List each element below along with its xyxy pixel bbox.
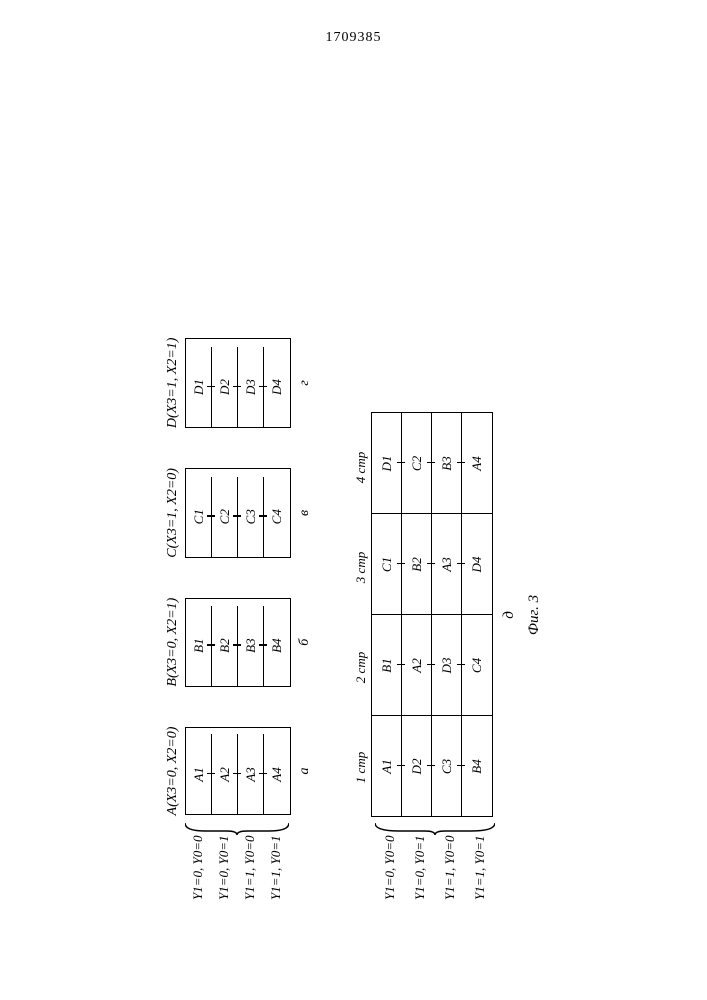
big-col: C1 B2 A3 D4	[372, 513, 492, 614]
small-table: D1 D2 D3 D4	[185, 338, 291, 428]
row-label: Y1=0, Y0=1	[405, 835, 435, 900]
cell: B1	[372, 615, 402, 715]
block-header: A(X3=0, X2=0)	[165, 727, 181, 816]
cell: A4	[462, 413, 492, 513]
row-label: Y1=1, Y0=0	[237, 835, 263, 900]
cell: D4	[462, 514, 492, 614]
page-number: 1709385	[326, 30, 382, 46]
block-d: D(X3=1, X2=1) D1 D2 D3 D4 г	[165, 338, 313, 428]
cell: B1	[186, 606, 212, 686]
cell: D4	[264, 347, 290, 427]
cell: B3	[238, 606, 264, 686]
cell: D1	[372, 413, 402, 513]
top-row-labels: Y1=0, Y0=0 Y1=0, Y0=1 Y1=1, Y0=0 Y1=1, Y…	[185, 835, 313, 900]
cell: B2	[402, 514, 432, 614]
sublabel: г	[297, 338, 313, 428]
brace-icon	[375, 821, 543, 835]
big-table-wrap: 1 стр 2 стр 3 стр 4 стр A1 D2 C3 B4 B1 A…	[353, 412, 543, 817]
cell: C4	[264, 477, 290, 557]
cell: D1	[186, 347, 212, 427]
big-col: D1 C2 B3 A4	[372, 413, 492, 513]
cell: D3	[432, 615, 462, 715]
cell: C1	[372, 514, 402, 614]
blocks-row: A(X3=0, X2=0) A1 A2 A3 A4 а B(X3=0, X2=1…	[165, 338, 313, 816]
col-header: 4 стр	[353, 417, 371, 517]
cell: A4	[264, 734, 290, 814]
cell: A2	[402, 615, 432, 715]
brace-icon	[185, 821, 313, 835]
cell: C4	[462, 615, 492, 715]
row-label: Y1=1, Y0=1	[465, 835, 495, 900]
cell: B4	[462, 716, 492, 816]
sublabel: д	[501, 412, 518, 817]
block-a: A(X3=0, X2=0) A1 A2 A3 A4 а	[165, 727, 313, 816]
cell: B4	[264, 606, 290, 686]
sublabel: б	[297, 598, 313, 687]
cell: D2	[212, 347, 238, 427]
cell: A3	[238, 734, 264, 814]
cell: C2	[402, 413, 432, 513]
col-header: 3 стр	[353, 517, 371, 617]
row-label: Y1=0, Y0=0	[375, 835, 405, 900]
bottom-row-labels: Y1=0, Y0=0 Y1=0, Y0=1 Y1=1, Y0=0 Y1=1, Y…	[375, 835, 543, 900]
top-section: Y1=0, Y0=0 Y1=0, Y0=1 Y1=1, Y0=0 Y1=1, Y…	[165, 100, 313, 900]
sublabel: в	[297, 468, 313, 558]
small-table: A1 A2 A3 A4	[185, 727, 291, 816]
cell: A1	[372, 716, 402, 816]
block-header: C(X3=1, X2=0)	[165, 468, 181, 558]
cell: C2	[212, 477, 238, 557]
col-headers: 1 стр 2 стр 3 стр 4 стр	[353, 412, 371, 817]
cell: B3	[432, 413, 462, 513]
cell: A2	[212, 734, 238, 814]
figure-label: Фиг. 3	[526, 412, 543, 817]
row-label: Y1=1, Y0=0	[435, 835, 465, 900]
sublabel: а	[297, 727, 313, 816]
cell: D2	[402, 716, 432, 816]
row-label: Y1=1, Y0=1	[263, 835, 289, 900]
cell: C1	[186, 477, 212, 557]
big-table: A1 D2 C3 B4 B1 A2 D3 C4 C1 B2 A3 D4	[371, 412, 493, 817]
cell: A3	[432, 514, 462, 614]
col-header: 1 стр	[353, 717, 371, 817]
figure-canvas: Y1=0, Y0=0 Y1=0, Y0=1 Y1=1, Y0=0 Y1=1, Y…	[165, 100, 543, 900]
block-header: D(X3=1, X2=1)	[165, 338, 181, 428]
cell: C3	[432, 716, 462, 816]
block-header: B(X3=0, X2=1)	[165, 598, 181, 687]
col-header: 2 стр	[353, 617, 371, 717]
cell: B2	[212, 606, 238, 686]
row-label: Y1=0, Y0=0	[185, 835, 211, 900]
cell: C3	[238, 477, 264, 557]
block-c: C(X3=1, X2=0) C1 C2 C3 C4 в	[165, 468, 313, 558]
small-table: B1 B2 B3 B4	[185, 598, 291, 687]
block-b: B(X3=0, X2=1) B1 B2 B3 B4 б	[165, 598, 313, 687]
cell: D3	[238, 347, 264, 427]
bottom-section: Y1=0, Y0=0 Y1=0, Y0=1 Y1=1, Y0=0 Y1=1, Y…	[353, 100, 543, 900]
row-label: Y1=0, Y0=1	[211, 835, 237, 900]
cell: A1	[186, 734, 212, 814]
big-col: B1 A2 D3 C4	[372, 614, 492, 715]
big-col: A1 D2 C3 B4	[372, 715, 492, 816]
small-table: C1 C2 C3 C4	[185, 468, 291, 558]
